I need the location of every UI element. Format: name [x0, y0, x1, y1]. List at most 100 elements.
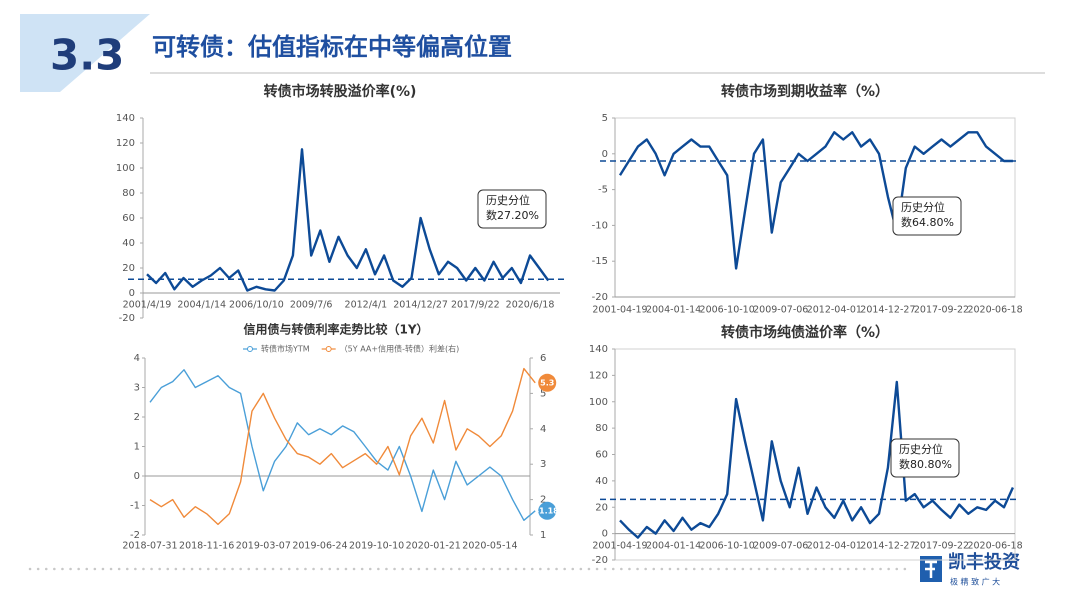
- slide-title: 可转债：估值指标在中等偏高位置: [152, 33, 512, 61]
- annotation-text: 数64.80%: [901, 216, 954, 229]
- x-tick-label: 2014-12-27: [860, 305, 915, 316]
- y-tick-label: -20: [119, 313, 135, 324]
- y2-tick-label: 5: [540, 388, 546, 399]
- y-tick-label: 0: [134, 471, 140, 482]
- x-tick-label: 2009/7/6: [290, 300, 333, 311]
- x-tick-label: 2020-01-21: [406, 541, 461, 552]
- y-tick-label: 40: [595, 476, 608, 487]
- data-line: [149, 369, 536, 521]
- x-tick-label: 2012-04-01: [807, 541, 862, 552]
- x-tick-label: 2006-10-10: [700, 305, 755, 316]
- x-tick-label: 2020-06-18: [967, 305, 1022, 316]
- data-line: [619, 380, 1014, 539]
- x-tick-label: 2020/6/18: [506, 300, 555, 311]
- y2-tick-label: 4: [540, 424, 546, 435]
- end-badge: [538, 373, 557, 392]
- chart-title: 转债市场到期收益率（%）: [721, 83, 889, 100]
- x-tick-label: 2020-06-18: [967, 541, 1022, 552]
- logo: 凯丰投资 极 精 致 广 大: [920, 551, 1020, 587]
- chart: 信用债与转债利率走势比较（1Y） -2 -1 0 1 2 3 4 1 2 3 4 5 6 2018-07-3…: [122, 322, 559, 552]
- end-badge: [538, 501, 557, 520]
- y-tick-label: 100: [116, 163, 135, 174]
- y-tick-label: 2: [134, 412, 140, 423]
- legend-dot: [325, 346, 332, 352]
- x-tick-label: 2009-07-06: [753, 541, 808, 552]
- x-tick-label: 2020-05-14: [462, 541, 517, 552]
- x-tick-label: 2004-01-14: [646, 541, 701, 552]
- header-shape: [20, 14, 150, 92]
- logo-tagline: 极 精 致 广 大: [950, 577, 1000, 587]
- chart: 转债市场到期收益率（%） -20 -15 -10 -5 0 5 2001-04-192004-…: [592, 83, 1023, 316]
- annotation-box: [892, 196, 962, 236]
- y-tick-label: 100: [589, 397, 608, 408]
- data-line: [149, 367, 536, 526]
- y2-tick-label: 3: [540, 459, 546, 470]
- logo-name: 凯丰投资: [948, 551, 1020, 573]
- y-tick-label: 3: [134, 383, 140, 394]
- y-tick-label: 80: [595, 423, 608, 434]
- x-tick-label: 2018-11-16: [179, 541, 234, 552]
- y-tick-label: -20: [592, 555, 608, 566]
- x-tick-label: 2006-10-10: [700, 541, 755, 552]
- section-number: 3.3: [50, 31, 124, 80]
- annotation-text: 历史分位: [486, 193, 530, 207]
- chart-title: 信用债与转债利率走势比较（1Y）: [243, 322, 428, 337]
- end-label: -1.18: [536, 506, 559, 515]
- chart-title: 转债市场纯债溢价率（%）: [721, 324, 889, 341]
- annotation-box: [890, 438, 960, 478]
- y-tick-label: 0: [602, 529, 608, 540]
- annotation-text: 数80.80%: [899, 458, 952, 471]
- y-tick-label: -5: [598, 185, 608, 196]
- x-tick-label: 2017/9/22: [451, 300, 500, 311]
- data-line: [146, 148, 550, 292]
- annotation-text: 历史分位: [899, 442, 943, 456]
- x-tick-label: 2019-06-24: [292, 541, 347, 552]
- x-tick-label: 2006/10/10: [229, 300, 284, 311]
- y-tick-label: -20: [592, 292, 608, 303]
- y-tick-label: 80: [122, 188, 135, 199]
- x-tick-label: 2004-01-14: [646, 305, 701, 316]
- legend-dot: [247, 346, 253, 352]
- logo-glyph: [925, 560, 937, 578]
- x-tick-label: 2017-09-22: [914, 541, 969, 552]
- x-tick-label: 2004/1/14: [177, 300, 226, 311]
- data-line: [618, 131, 1013, 270]
- x-tick-label: 2019-03-07: [236, 541, 291, 552]
- x-tick-label: 2019-10-10: [349, 541, 404, 552]
- chart: 转债市场转股溢价率(%) -20 0 20 40 60 80 100 120 140 2001/4/…: [116, 83, 565, 324]
- y-tick-label: 0: [602, 149, 608, 160]
- y-tick-label: 40: [122, 238, 135, 249]
- y-tick-label: 140: [589, 344, 608, 355]
- y-tick-label: 20: [595, 502, 608, 513]
- y-tick-label: 140: [116, 113, 135, 124]
- y-tick-label: -15: [592, 256, 608, 267]
- y2-tick-label: 2: [540, 495, 546, 506]
- y-tick-label: 60: [595, 450, 608, 461]
- end-label: 5.3: [540, 378, 554, 387]
- chart-title: 转债市场转股溢价率(%): [264, 83, 417, 100]
- x-tick-label: 2012-04-01: [807, 305, 862, 316]
- x-tick-label: 2012/4/1: [345, 300, 388, 311]
- y-tick-label: 1: [134, 442, 140, 453]
- y-tick-label: -2: [130, 530, 140, 541]
- y2-tick-label: 1: [540, 530, 546, 541]
- legend-label: 转债市场YTM: [261, 344, 310, 354]
- y-tick-label: -1: [130, 501, 140, 512]
- x-tick-label: 2001-04-19: [592, 541, 647, 552]
- annotation-text: 历史分位: [901, 200, 945, 214]
- y-tick-label: -10: [592, 220, 608, 231]
- x-tick-label: 2018-07-31: [122, 541, 177, 552]
- y-tick-label: 4: [134, 353, 140, 364]
- y2-tick-label: 6: [540, 353, 546, 364]
- y-tick-label: 20: [122, 263, 135, 274]
- y-tick-label: 5: [602, 113, 608, 124]
- y-tick-label: 120: [116, 138, 135, 149]
- legend-label: （5Y AA+信用债-转债）利差(右): [340, 344, 460, 354]
- annotation-text: 数27.20%: [486, 209, 539, 222]
- x-tick-label: 2001-04-19: [592, 305, 647, 316]
- y-tick-label: 0: [129, 288, 135, 299]
- y-tick-label: 60: [122, 213, 135, 224]
- annotation-box: [477, 189, 547, 229]
- x-tick-label: 2014-12-27: [860, 541, 915, 552]
